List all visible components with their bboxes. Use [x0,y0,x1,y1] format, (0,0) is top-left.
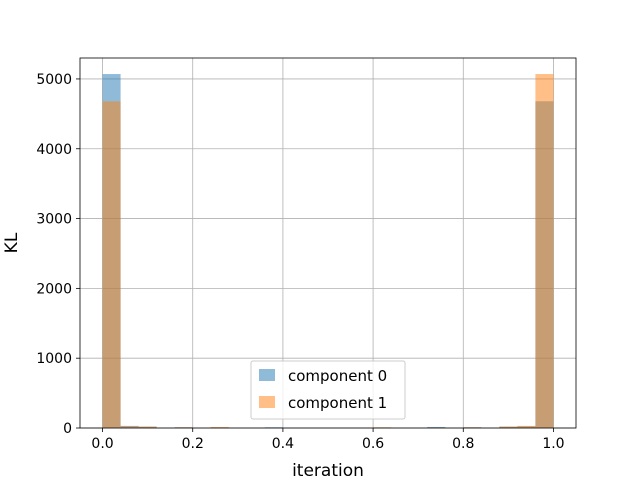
y-tick-label-3: 3000 [36,212,72,228]
y-tick-label-4: 4000 [36,142,72,158]
legend-label-component-0: component 0 [288,367,387,385]
legend-label-component-1: component 1 [288,394,387,412]
bar-series-1-bin-24 [535,74,554,428]
x-tick-label-5: 1.0 [542,436,564,452]
x-tick-label-1: 0.2 [182,436,204,452]
x-axis-label: iteration [292,461,364,480]
legend-frame [250,360,406,420]
y-tick-label-5: 5000 [36,72,72,88]
bar-series-1-bin-2 [138,426,157,428]
bar-series-1-bin-1 [120,426,139,428]
bar-series-1-bin-6 [210,426,229,428]
bar-series-1-bin-0 [102,101,121,428]
y-tick-label-0: 0 [63,421,72,437]
x-tick-label-4: 0.8 [452,436,474,452]
histogram-bars [102,74,554,429]
bar-series-0-bin-18 [427,426,446,428]
x-axis-ticks: 0.0 0.2 0.4 0.6 0.8 1.0 [91,428,565,452]
x-tick-label-2: 0.4 [272,436,294,452]
y-axis-label: KL [2,232,22,253]
legend-swatch-component-1 [259,396,275,408]
bar-series-1-bin-23 [517,425,536,428]
legend: component 0 component 1 [250,360,406,420]
legend-swatch-component-0 [259,369,275,381]
grid-lines [80,58,576,429]
bar-series-1-bin-22 [499,426,518,428]
plot-frame [79,57,577,429]
y-tick-label-1: 1000 [36,351,72,367]
x-tick-label-0: 0.0 [91,436,113,452]
x-tick-label-3: 0.6 [362,436,384,452]
y-axis-ticks: 0 1000 2000 3000 4000 5000 [36,72,80,437]
y-tick-label-2: 2000 [36,281,72,297]
